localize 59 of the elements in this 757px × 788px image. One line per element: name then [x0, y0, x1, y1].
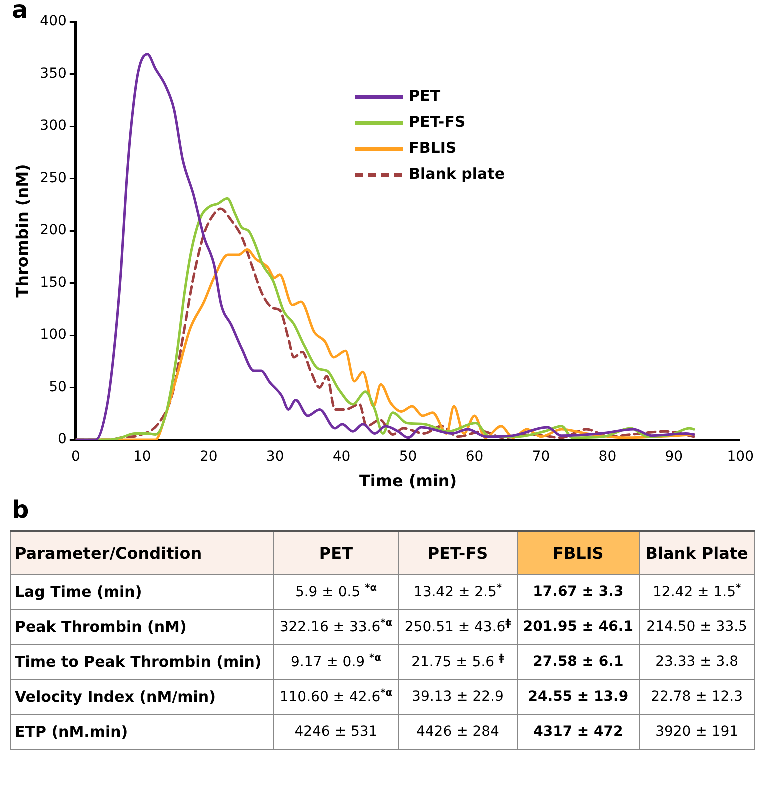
category-label: Parameter/Condition [10, 531, 274, 574]
line-series [76, 53, 696, 440]
y-tick-label: 0 [58, 432, 67, 448]
x-tick-label: 50 [399, 449, 418, 466]
legend-label: FBLIS [409, 139, 457, 158]
text: 27.58 ± 6.1 [533, 654, 624, 670]
y-tick-label: 400 [40, 14, 67, 30]
y-tick-label: 300 [40, 118, 67, 134]
legend-label: PET [409, 87, 442, 106]
text: 3920 ± 191 [656, 724, 739, 740]
x-tick-label: 60 [466, 449, 484, 466]
category-label: PET-FS [398, 531, 518, 574]
x-axis-title: Time (min) [359, 472, 458, 491]
text: 9.17 ± 0.9 $^{*α}$ [291, 653, 382, 671]
chart-title: a [12, 0, 28, 24]
text: 4426 ± 284 [416, 724, 500, 740]
text: 201.95 ± 46.1 [523, 619, 634, 635]
text: 17.67 ± 3.3 [533, 584, 624, 600]
category-label: PET [274, 531, 399, 574]
text: 13.42 ± 2.5$^{*}$ [414, 583, 502, 601]
text: 4317 ± 472 [534, 724, 624, 740]
y-tick-label: 250 [40, 170, 67, 186]
x-tick-label: 10 [133, 449, 152, 466]
text: 21.75 ± 5.6 $^{ǂ}$ [412, 653, 504, 671]
category-label: FBLIS [517, 531, 640, 574]
x-tick-label: 100 [727, 449, 754, 466]
text: 250.51 ± 43.6$^{ǂ}$ [404, 618, 512, 636]
x-tick-label: 0 [71, 449, 80, 466]
x-tick-label: 40 [332, 449, 351, 466]
text: 110.60 ± 42.6$^{*α}$ [280, 688, 393, 706]
category-label: Time to Peak Thrombin (min) [15, 653, 262, 671]
text: 12.42 ± 1.5$^{*}$ [653, 583, 742, 601]
text: 24.55 ± 13.9 [528, 689, 629, 705]
x-tick-label: 70 [532, 449, 550, 466]
text: 322.16 ± 33.6$^{*α}$ [280, 618, 393, 636]
category-label: Velocity Index (nM/min) [15, 688, 216, 706]
x-tick-label: 30 [266, 449, 284, 466]
category-label: Peak Thrombin (nM) [15, 618, 187, 636]
text: 214.50 ± 33.5 [646, 619, 748, 635]
y-tick-label: 50 [49, 379, 67, 396]
y-axis-title: Thrombin (nM) [12, 164, 32, 298]
legend-label: PET-FS [409, 113, 466, 132]
y-tick-label: 150 [40, 274, 67, 291]
x-tick-label: 90 [665, 449, 684, 466]
category-label: Lag Time (min) [15, 583, 142, 601]
text: 4246 ± 531 [294, 724, 378, 740]
text: b [12, 496, 30, 524]
text: 39.13 ± 22.9 [412, 689, 504, 705]
y-tick-label: 200 [40, 222, 67, 239]
text: 5.9 ± 0.5 $^{*α}$ [295, 583, 377, 601]
y-tick-label: 100 [40, 327, 67, 344]
legend-label: Blank plate [409, 165, 506, 184]
text: 22.78 ± 12.3 [651, 689, 744, 705]
y-tick-label: 350 [40, 66, 67, 82]
category-label: Blank Plate [640, 531, 754, 574]
x-tick-label: 20 [200, 449, 218, 466]
x-tick-label: 80 [598, 449, 617, 466]
text: 23.33 ± 3.8 [656, 654, 739, 670]
category-label: ETP (nM.min) [15, 723, 128, 741]
